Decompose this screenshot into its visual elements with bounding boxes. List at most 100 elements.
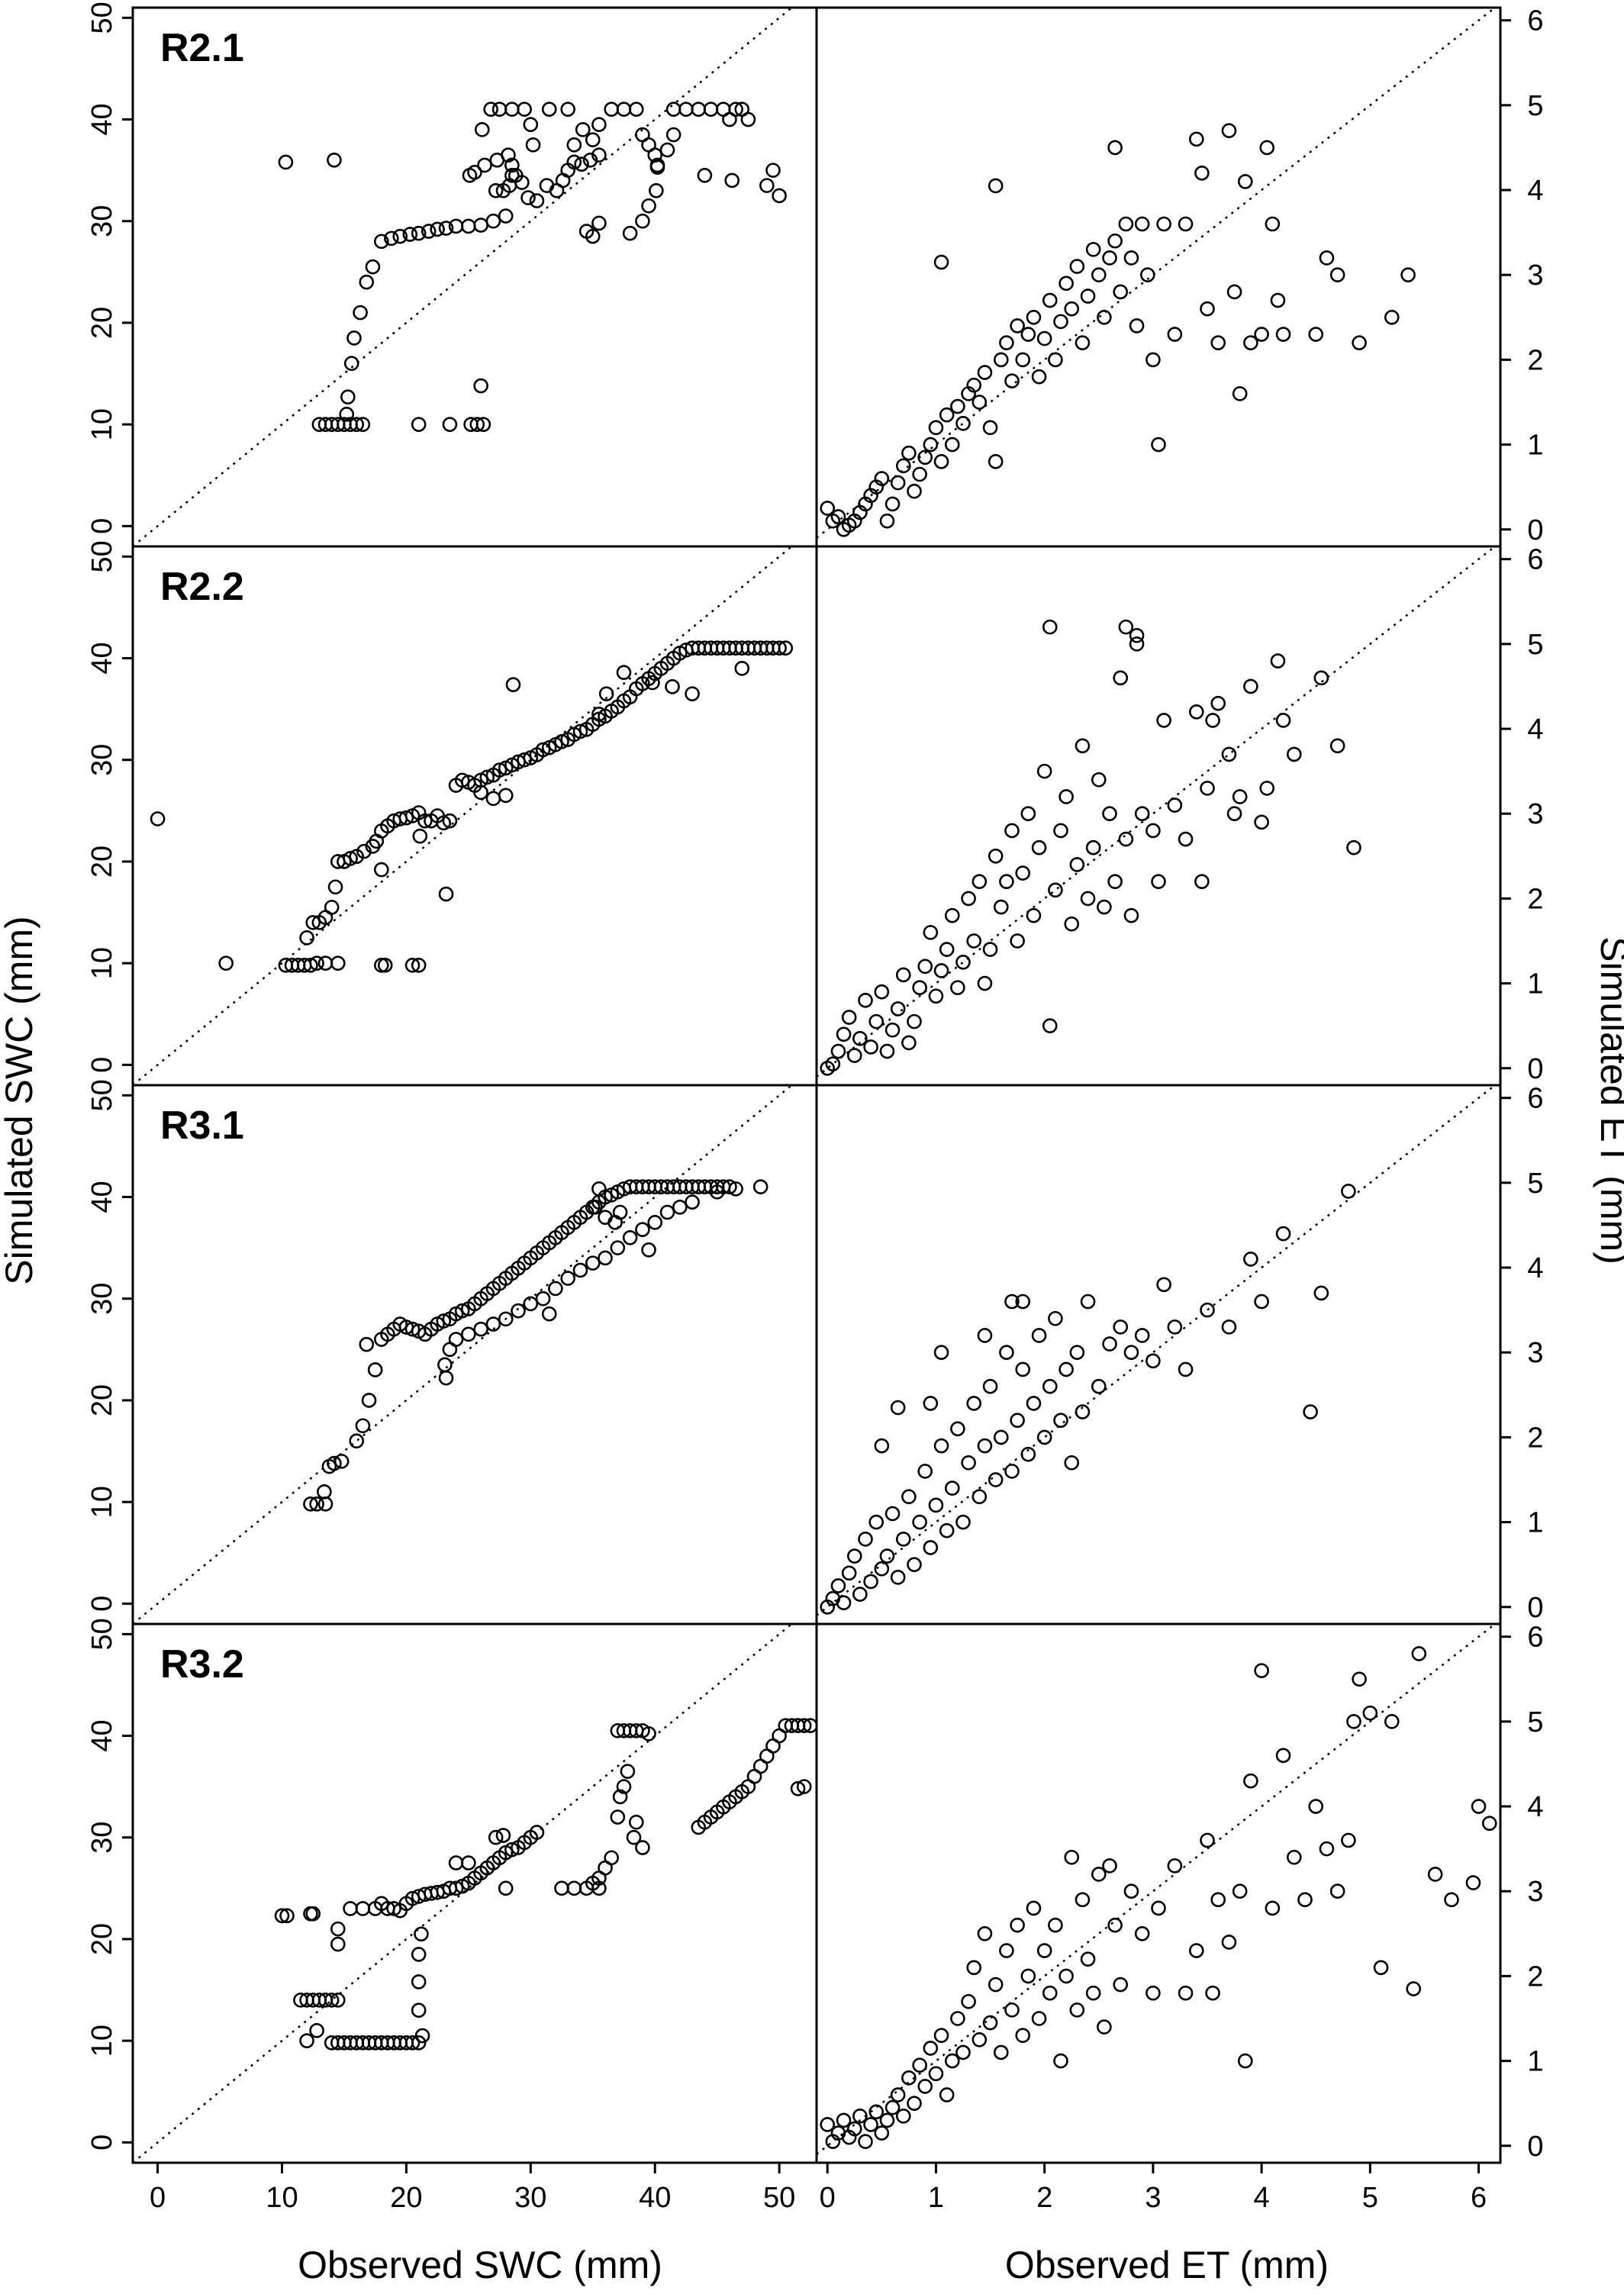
y-tick-label: 6 [1527,5,1543,37]
data-point [554,733,569,749]
y-tick-label: 5 [1527,1706,1543,1738]
data-point [622,225,638,241]
panel-title: R3.1 [160,1104,244,1148]
data-point [972,395,988,410]
data-point [317,955,334,971]
panel-et-1: 0 1 2 3 4 5 6 [815,5,1544,548]
y-tick-label: 0 [86,518,118,534]
data-point [923,1540,939,1555]
data-point [874,2125,890,2141]
data-point [890,2087,906,2102]
data-point [988,849,1004,864]
data-point [309,2023,324,2038]
data-point [411,1947,427,1962]
data-point [907,1557,922,1572]
data-point [330,955,346,971]
data-point [1167,1319,1183,1335]
data-point [616,1779,632,1794]
y-tick-label: 5 [1527,90,1543,122]
y-tick-label: 2 [1527,344,1543,376]
data-point [1113,1977,1129,1993]
data-point [772,640,787,656]
data-point [1329,1883,1345,1899]
data-point [1069,1345,1085,1361]
data-point [1123,250,1139,266]
data-point [966,933,982,949]
data-point [1048,352,1063,368]
data-point [1064,1849,1080,1865]
data-point [966,1960,982,1976]
data-point [858,2134,873,2150]
data-point [404,1321,420,1337]
data-point [879,2112,895,2128]
data-point [1020,327,1036,342]
data-point [330,1921,346,1937]
data-point [778,640,794,656]
data-point [955,415,971,431]
data-point [483,101,498,118]
data-point [772,188,787,204]
data-point [1346,839,1361,855]
data-point [1015,1294,1031,1310]
data-point [1270,653,1286,669]
data-point [504,1841,520,1857]
data-point [1064,1455,1080,1471]
data-point [1015,2028,1031,2044]
data-point [473,378,488,394]
data-point [1064,301,1080,317]
data-point [890,1570,906,1585]
data-point [901,445,917,461]
data-point [933,2028,949,2044]
y-tick-label: 6 [1527,1622,1543,1654]
data-point [912,980,927,995]
data-point [1042,1018,1058,1033]
data-point [1053,314,1068,330]
panel-title: R2.1 [160,26,244,70]
data-point [529,1825,545,1840]
data-point [665,679,680,694]
data-point [1406,1981,1422,1996]
panel-frame [131,545,818,1087]
data-point [796,1779,812,1794]
data-point [1221,746,1237,762]
data-point [1069,857,1085,872]
x-tick-label: 50 [763,2182,795,2214]
y-tick-label: 5 [1527,1168,1543,1200]
data-point [685,1194,700,1210]
data-point [830,509,846,524]
data-point [1265,216,1281,232]
data-point [1275,327,1291,342]
data-point [1373,1960,1389,1976]
data-point [610,1240,626,1255]
data-point [993,1429,1009,1445]
data-point [535,742,551,758]
data-point [430,221,445,237]
data-point [1069,2002,1085,2018]
panel-et-2: 0 1 2 3 4 5 6 [815,544,1544,1087]
data-point [411,2035,427,2051]
data-point [353,304,368,321]
data-point [993,2044,1009,2060]
data-point [993,352,1009,368]
data-point [1146,352,1161,368]
data-point [454,772,470,788]
data-point [411,2002,427,2018]
data-point [475,417,491,432]
data-point [504,157,520,173]
one-to-one-line [816,546,1496,1078]
data-point [999,1345,1014,1361]
data-point [890,475,906,491]
data-point [982,420,998,436]
data-point [933,1345,949,1361]
data-point [874,984,890,1000]
data-point [616,665,632,680]
data-point [620,1764,636,1779]
data-point [1102,1858,1117,1874]
data-point [1303,1404,1318,1419]
data-point [343,356,359,372]
data-point [359,1336,375,1352]
data-point [1210,695,1226,711]
data-point [473,217,488,233]
y-tick-label: 20 [86,307,118,339]
data-point [1134,216,1150,232]
